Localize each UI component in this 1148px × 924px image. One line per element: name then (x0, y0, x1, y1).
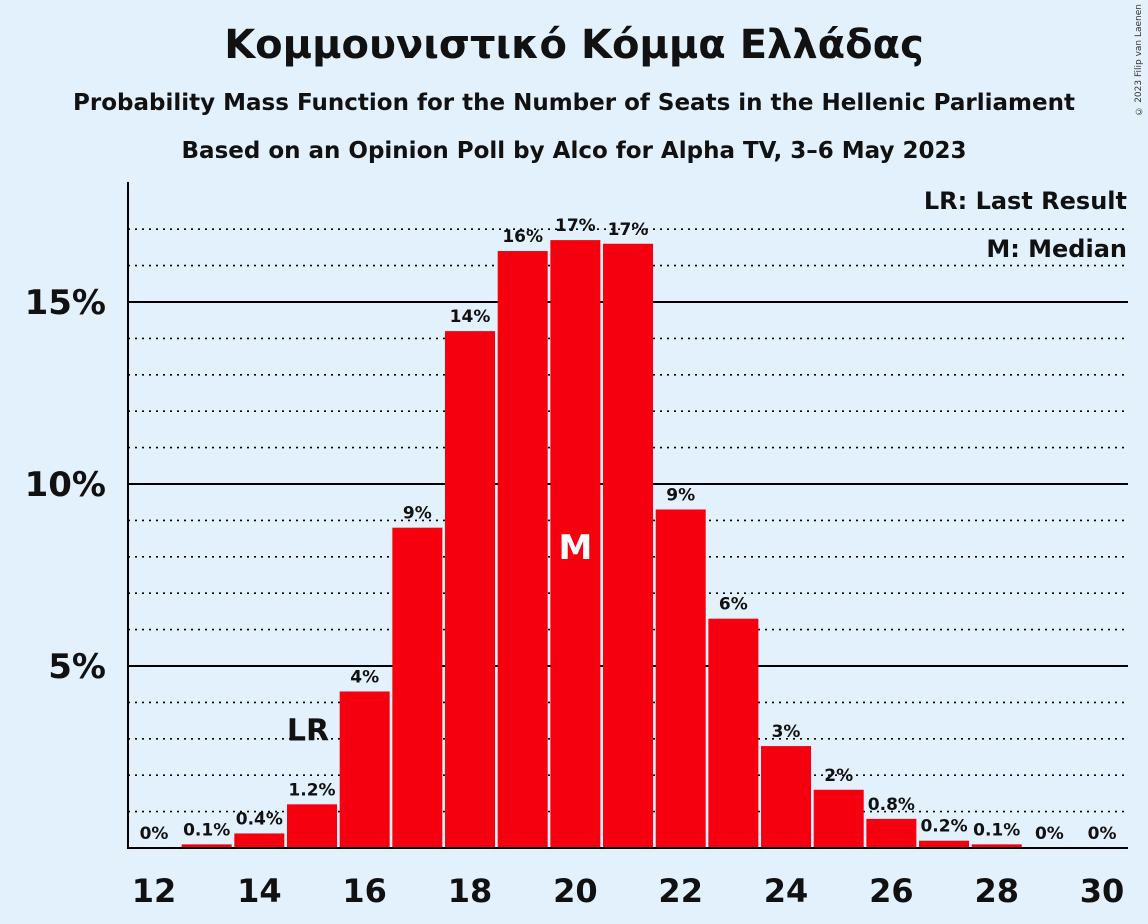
bar (919, 840, 970, 848)
data-label: 0.1% (973, 820, 1020, 840)
bar (339, 691, 390, 848)
data-label: 0.4% (236, 809, 283, 829)
x-tick-label: 12 (132, 872, 177, 910)
bar (234, 833, 285, 848)
chart-subtitle: Probability Mass Function for the Number… (73, 90, 1075, 116)
y-tick-label: 15% (25, 283, 106, 323)
bar (813, 789, 864, 848)
chart-source: Based on an Opinion Poll by Alco for Alp… (181, 138, 967, 164)
y-tick-label: 10% (25, 465, 106, 505)
data-label: 16% (502, 227, 543, 247)
data-label: 6% (719, 595, 748, 615)
tick-labels: 12 14 16 18 20 22 24 26 28 30 5% 10% 15% (25, 283, 1125, 910)
median-marker: M (558, 528, 592, 568)
bar (655, 509, 706, 848)
bar (497, 251, 548, 849)
x-tick-label: 26 (869, 872, 914, 910)
data-label: 17% (608, 220, 649, 240)
data-label: 0.2% (920, 817, 967, 837)
bars (181, 240, 1022, 849)
data-label: 3% (772, 722, 801, 742)
bar (603, 243, 654, 848)
bar (550, 240, 601, 848)
x-tick-label: 22 (658, 872, 703, 910)
bar (392, 527, 443, 848)
bar (971, 844, 1022, 848)
bar (761, 746, 812, 848)
x-tick-label: 16 (342, 872, 387, 910)
legend-last-result: LR: Last Result (924, 187, 1127, 215)
bar (445, 331, 496, 848)
data-label: 17% (555, 216, 596, 236)
x-tick-label: 20 (553, 872, 598, 910)
x-tick-label: 28 (974, 872, 1019, 910)
data-label: 9% (403, 504, 432, 524)
data-label: 2% (824, 766, 853, 786)
bar-labels: 0% 0.1% 0.4%1.2% 4% 9% 14% 16% 17% 17% 9% 6% 3% 2% 0.… (140, 216, 1117, 844)
data-label: 0% (1088, 824, 1117, 844)
legend-median: M: Median (986, 235, 1127, 263)
bar (866, 818, 917, 848)
data-label: 0% (140, 824, 169, 844)
gridlines (128, 228, 1128, 813)
bar (287, 804, 338, 848)
data-label: 0% (1035, 824, 1064, 844)
x-tick-label: 24 (764, 872, 809, 910)
axes (127, 182, 1128, 849)
chart-title: Κομμουνιστικό Κόμμα Ελλάδας (224, 22, 924, 68)
y-tick-label: 5% (48, 647, 106, 687)
data-label: 1.2% (288, 780, 335, 800)
x-tick-label: 30 (1080, 872, 1125, 910)
data-label: 0.1% (183, 820, 230, 840)
bar (181, 844, 232, 848)
data-label: 14% (450, 307, 491, 327)
x-tick-label: 18 (448, 872, 493, 910)
data-label: 4% (350, 667, 379, 687)
x-tick-label: 14 (237, 872, 282, 910)
bar (708, 618, 759, 848)
data-label: 9% (666, 485, 695, 505)
last-result-marker: LR (287, 713, 329, 748)
data-label: 0.8% (868, 795, 915, 815)
